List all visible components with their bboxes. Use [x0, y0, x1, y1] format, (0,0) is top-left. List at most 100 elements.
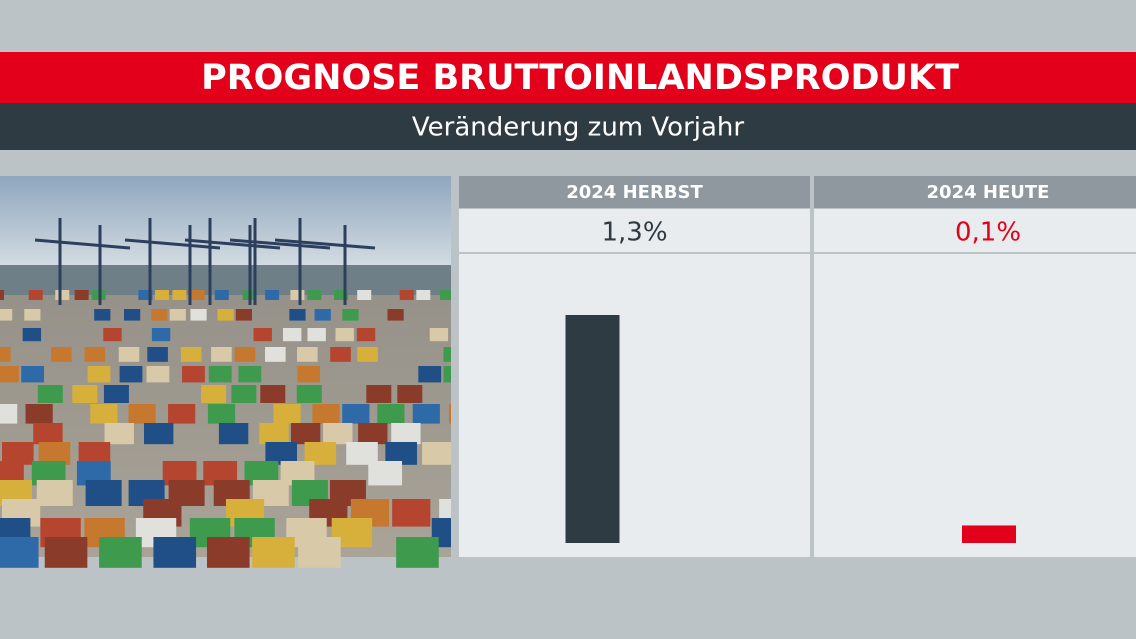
container — [0, 347, 11, 362]
container — [377, 404, 405, 424]
crane — [184, 238, 281, 250]
container — [208, 366, 232, 383]
container — [103, 385, 129, 403]
container — [119, 366, 143, 383]
container — [385, 442, 417, 465]
container — [0, 461, 24, 486]
container — [147, 347, 168, 362]
container — [260, 385, 286, 403]
container — [28, 290, 43, 300]
container — [422, 442, 451, 465]
container — [24, 309, 41, 321]
container — [78, 442, 111, 465]
container — [297, 347, 318, 362]
title-band — [0, 52, 1136, 103]
value-cell — [814, 209, 1136, 252]
container — [391, 423, 421, 445]
container — [37, 385, 63, 403]
plot-cell — [459, 254, 810, 557]
container — [297, 366, 321, 383]
container — [358, 423, 388, 445]
container — [346, 442, 378, 465]
container — [304, 442, 337, 465]
container — [182, 366, 205, 383]
container — [85, 480, 122, 506]
container — [217, 309, 234, 321]
crane — [274, 238, 376, 250]
container — [218, 423, 249, 445]
container — [314, 309, 331, 321]
container — [21, 366, 45, 383]
container — [265, 347, 286, 362]
subtitle-band — [0, 103, 1136, 150]
container — [282, 328, 302, 342]
container — [211, 347, 232, 362]
bar — [962, 525, 1016, 543]
container — [440, 290, 451, 300]
container — [153, 537, 197, 568]
container — [335, 328, 354, 342]
container — [290, 423, 321, 445]
container — [0, 290, 4, 300]
value-label: 1,3% — [601, 218, 667, 248]
container — [72, 385, 98, 403]
container — [84, 347, 106, 362]
container — [307, 328, 326, 342]
container — [190, 290, 205, 300]
container — [412, 404, 440, 424]
container — [138, 290, 153, 300]
column-header — [459, 176, 810, 208]
container — [439, 499, 451, 527]
container — [290, 290, 305, 300]
container — [207, 404, 236, 424]
plot-cell — [814, 254, 1136, 557]
port-photo — [0, 176, 451, 568]
container — [94, 309, 111, 321]
container — [342, 309, 359, 321]
container — [399, 290, 414, 300]
container — [0, 366, 19, 383]
photo-sky — [0, 176, 451, 268]
container — [259, 423, 289, 445]
container — [330, 347, 351, 362]
container — [289, 309, 306, 321]
container — [128, 404, 156, 424]
container — [146, 366, 170, 383]
container — [118, 347, 140, 362]
container — [151, 328, 171, 342]
container — [25, 404, 53, 424]
container — [238, 366, 262, 383]
container — [366, 385, 392, 403]
container — [124, 309, 141, 321]
container — [143, 423, 174, 445]
container — [0, 537, 39, 568]
value-label: 0,1% — [955, 218, 1021, 248]
container — [87, 366, 111, 383]
container — [333, 290, 348, 300]
container — [33, 423, 63, 445]
container — [296, 385, 322, 403]
container — [168, 404, 196, 424]
container — [2, 442, 34, 465]
container — [104, 423, 134, 445]
container — [169, 309, 186, 321]
container — [323, 423, 353, 445]
container — [397, 385, 423, 403]
container — [180, 347, 202, 362]
container — [368, 461, 403, 486]
container — [448, 404, 451, 424]
container — [307, 290, 322, 300]
container — [234, 347, 256, 362]
container — [418, 366, 442, 383]
category-label: 2024 HERBST — [566, 182, 703, 203]
container — [172, 290, 187, 300]
container — [0, 404, 18, 424]
container — [392, 499, 431, 527]
container — [396, 537, 439, 568]
container — [201, 385, 227, 403]
container — [99, 537, 142, 568]
subtitle: Veränderung zum Vorjahr — [412, 113, 744, 143]
container — [207, 537, 250, 568]
container — [265, 290, 280, 300]
container — [0, 309, 13, 321]
